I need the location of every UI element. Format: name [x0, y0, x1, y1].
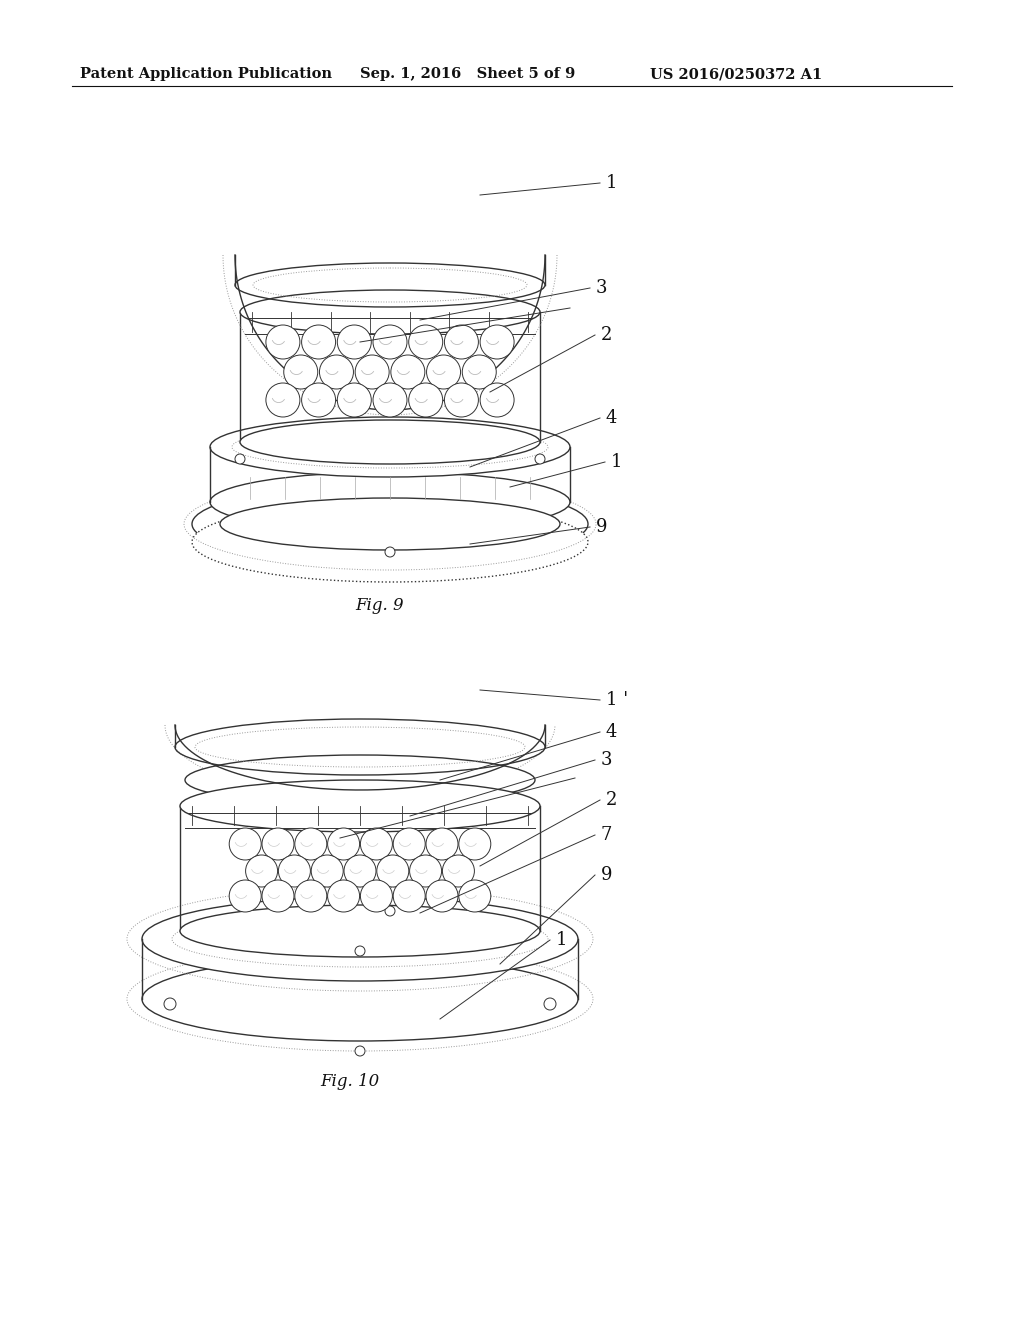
- Text: 2: 2: [606, 791, 617, 809]
- Text: 1: 1: [556, 931, 567, 949]
- Circle shape: [442, 855, 474, 887]
- Text: 1 ': 1 ': [606, 690, 628, 709]
- Circle shape: [355, 1045, 365, 1056]
- Circle shape: [355, 946, 365, 956]
- Circle shape: [229, 880, 261, 912]
- Circle shape: [427, 355, 461, 389]
- Circle shape: [337, 383, 372, 417]
- Circle shape: [311, 855, 343, 887]
- Circle shape: [444, 383, 478, 417]
- Text: 4: 4: [606, 409, 617, 426]
- Circle shape: [462, 355, 497, 389]
- Ellipse shape: [210, 417, 570, 477]
- Circle shape: [444, 325, 478, 359]
- Text: 9: 9: [596, 517, 607, 536]
- Circle shape: [355, 355, 389, 389]
- Circle shape: [544, 998, 556, 1010]
- Circle shape: [302, 383, 336, 417]
- Text: Sep. 1, 2016   Sheet 5 of 9: Sep. 1, 2016 Sheet 5 of 9: [360, 67, 575, 81]
- Circle shape: [459, 828, 490, 861]
- Ellipse shape: [240, 290, 540, 334]
- Circle shape: [480, 325, 514, 359]
- Circle shape: [391, 355, 425, 389]
- Circle shape: [385, 906, 395, 916]
- Circle shape: [373, 325, 407, 359]
- Circle shape: [344, 855, 376, 887]
- Ellipse shape: [193, 502, 588, 582]
- Text: 1: 1: [611, 453, 623, 471]
- Circle shape: [377, 855, 409, 887]
- Circle shape: [393, 828, 425, 861]
- Circle shape: [385, 546, 395, 557]
- Circle shape: [262, 828, 294, 861]
- Text: Fig. 10: Fig. 10: [321, 1073, 380, 1090]
- Ellipse shape: [193, 484, 588, 564]
- Circle shape: [262, 880, 294, 912]
- Circle shape: [295, 828, 327, 861]
- Ellipse shape: [240, 420, 540, 465]
- Circle shape: [302, 325, 336, 359]
- Circle shape: [410, 855, 441, 887]
- Text: 3: 3: [601, 751, 612, 770]
- Circle shape: [266, 383, 300, 417]
- Circle shape: [328, 880, 359, 912]
- Ellipse shape: [185, 755, 535, 805]
- Circle shape: [459, 880, 490, 912]
- Ellipse shape: [142, 957, 578, 1041]
- Circle shape: [266, 325, 300, 359]
- Circle shape: [535, 454, 545, 465]
- Circle shape: [234, 454, 245, 465]
- Text: 2: 2: [601, 326, 612, 345]
- Ellipse shape: [180, 906, 540, 957]
- Ellipse shape: [210, 473, 570, 532]
- Circle shape: [229, 828, 261, 861]
- Text: 4: 4: [606, 723, 617, 741]
- Circle shape: [319, 355, 353, 389]
- Text: 1: 1: [606, 174, 617, 191]
- Text: 7: 7: [601, 826, 612, 843]
- Circle shape: [246, 855, 278, 887]
- Circle shape: [337, 325, 372, 359]
- Circle shape: [409, 325, 442, 359]
- Text: US 2016/0250372 A1: US 2016/0250372 A1: [650, 67, 822, 81]
- Circle shape: [480, 383, 514, 417]
- Text: 9: 9: [601, 866, 612, 884]
- Circle shape: [409, 383, 442, 417]
- Circle shape: [164, 998, 176, 1010]
- Ellipse shape: [180, 780, 540, 832]
- Text: 3: 3: [596, 279, 607, 297]
- Circle shape: [426, 828, 458, 861]
- Ellipse shape: [220, 498, 560, 550]
- Circle shape: [373, 383, 407, 417]
- Circle shape: [360, 880, 392, 912]
- Circle shape: [295, 880, 327, 912]
- Ellipse shape: [142, 898, 578, 981]
- Circle shape: [393, 880, 425, 912]
- Circle shape: [284, 355, 317, 389]
- Circle shape: [426, 880, 458, 912]
- Circle shape: [328, 828, 359, 861]
- Text: Patent Application Publication: Patent Application Publication: [80, 67, 332, 81]
- Circle shape: [279, 855, 310, 887]
- Circle shape: [360, 828, 392, 861]
- Text: Fig. 9: Fig. 9: [355, 597, 404, 614]
